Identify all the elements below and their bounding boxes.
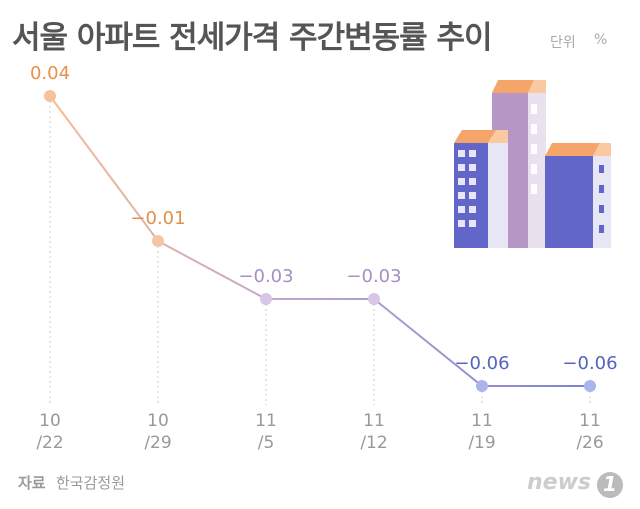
point — [260, 293, 272, 305]
x-tick-label: 10 /22 — [36, 411, 64, 453]
value-label: −0.01 — [130, 208, 185, 229]
point — [44, 90, 56, 102]
point — [584, 380, 596, 392]
source-label: 자료 — [18, 474, 46, 492]
x-tick-label: 11 /5 — [255, 411, 277, 453]
point — [152, 235, 164, 247]
logo-number: 1 — [603, 472, 617, 496]
chart-title: 서울 아파트 전세가격 주간변동률 추이 — [12, 20, 492, 56]
logo — [597, 472, 623, 498]
value-label: −0.06 — [454, 353, 509, 374]
logo-text: news — [527, 470, 592, 495]
unit: % — [594, 32, 608, 48]
unit-label: 단위 — [550, 35, 576, 51]
value-label: −0.03 — [346, 266, 401, 287]
buildings-illustration — [454, 80, 611, 248]
x-tick-label: 11 /19 — [468, 411, 496, 453]
value-label: −0.06 — [562, 353, 617, 374]
value-label: 0.04 — [30, 63, 70, 84]
x-tick-label: 11 /26 — [576, 411, 604, 453]
x-tick-label: 11 /12 — [360, 411, 388, 453]
value-label: −0.03 — [238, 266, 293, 287]
x-tick-label: 10 /29 — [144, 411, 172, 453]
point — [476, 380, 488, 392]
source: 한국감정원 — [56, 474, 126, 492]
line — [49, 95, 590, 387]
point — [368, 293, 380, 305]
